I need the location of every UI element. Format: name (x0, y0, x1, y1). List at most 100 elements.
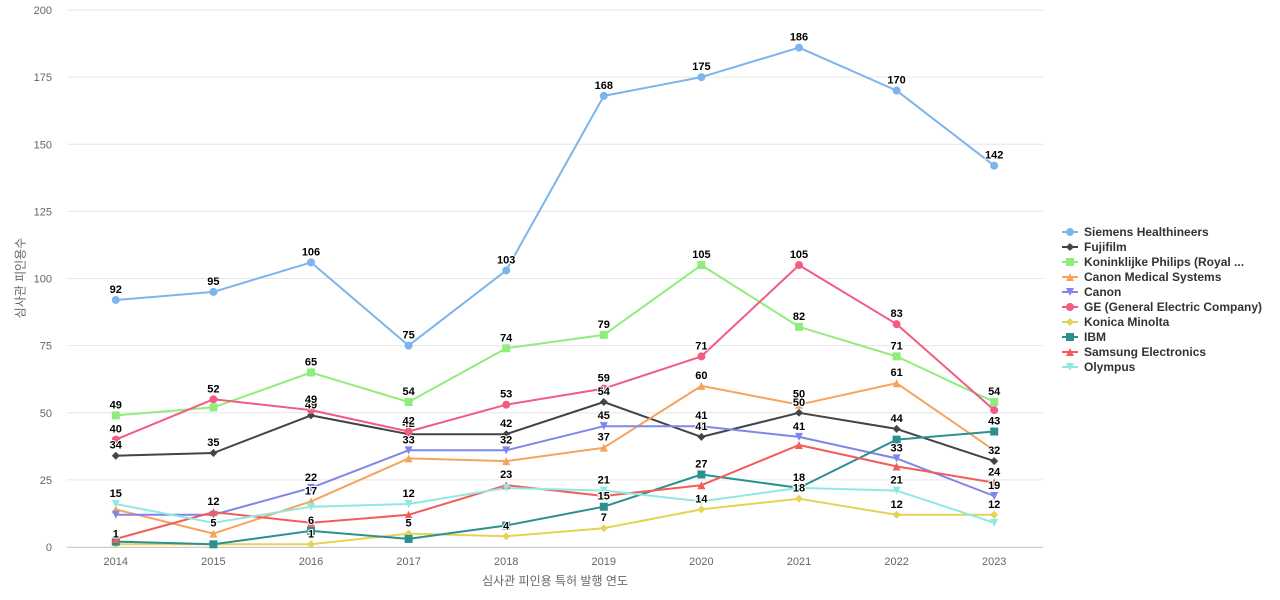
series-line (115, 486, 995, 524)
data-point (1066, 287, 1074, 296)
data-point (892, 320, 901, 329)
legend-item[interactable]: Fujifilm (1062, 239, 1262, 254)
legend-item[interactable]: Siemens Healthineers (1062, 224, 1262, 239)
data-point (697, 432, 706, 441)
x-tick-label: 2014 (104, 556, 128, 568)
data-point (599, 330, 608, 339)
legend-item[interactable]: GE (General Electric Company) (1062, 299, 1262, 314)
data-point (892, 510, 901, 519)
data-label: 37 (598, 432, 610, 444)
data-label: 105 (692, 249, 710, 261)
legend-label: Konica Minolta (1084, 314, 1170, 329)
data-point (111, 435, 120, 444)
data-label: 61 (890, 367, 902, 379)
data-label: 4 (503, 520, 510, 532)
data-label: 75 (402, 330, 414, 342)
data-point (502, 483, 511, 492)
data-point (795, 494, 803, 503)
x-tick-label: 2022 (884, 556, 908, 568)
series-line (115, 497, 995, 546)
data-label: 14 (695, 493, 708, 505)
data-label: 82 (793, 311, 805, 323)
legend-item[interactable]: Samsung Electronics (1062, 344, 1262, 359)
legend-label: IBM (1084, 329, 1106, 344)
data-point (990, 478, 999, 487)
data-point (1066, 227, 1074, 236)
data-point (307, 368, 315, 377)
data-label: 59 (598, 373, 610, 385)
data-point (990, 457, 999, 466)
data-point (795, 483, 803, 492)
data-point (307, 406, 315, 415)
data-point (990, 406, 999, 415)
data-label: 83 (890, 308, 902, 320)
data-point (892, 86, 901, 95)
data-point (795, 432, 803, 441)
series-markers (111, 43, 999, 549)
data-point (795, 261, 803, 270)
data-point (892, 454, 901, 463)
data-point (599, 524, 608, 533)
data-point (404, 398, 413, 407)
data-point (111, 534, 120, 543)
data-label: 5 (406, 518, 412, 530)
data-point (502, 266, 511, 275)
y-tick-label: 100 (34, 274, 52, 286)
data-point (307, 258, 315, 267)
legend-item[interactable]: IBM (1062, 329, 1262, 344)
legend-symbol (1062, 362, 1078, 371)
data-label: 45 (598, 410, 610, 422)
data-point (990, 491, 999, 500)
data-point (307, 483, 315, 492)
data-point (209, 403, 218, 412)
data-point (502, 446, 511, 455)
legend-label: Olympus (1084, 359, 1136, 374)
data-point (599, 384, 608, 393)
data-label: 18 (793, 472, 805, 484)
data-point (1066, 317, 1074, 326)
data-label: 105 (790, 249, 808, 261)
legend-item[interactable]: Konica Minolta (1062, 314, 1262, 329)
data-point (209, 287, 218, 296)
data-point (502, 430, 511, 439)
data-label: 71 (890, 340, 902, 352)
data-label: 41 (793, 421, 805, 433)
data-point (1066, 242, 1074, 251)
legend-item[interactable]: Olympus (1062, 359, 1262, 374)
data-point (502, 521, 511, 530)
data-point (697, 352, 706, 361)
data-point (892, 352, 901, 361)
legend-label: Canon (1084, 284, 1122, 299)
legend-item[interactable]: Canon Medical Systems (1062, 269, 1262, 284)
data-label: 44 (890, 413, 903, 425)
x-tick-label: 2021 (787, 556, 811, 568)
data-point (404, 454, 413, 463)
data-point (307, 518, 315, 527)
data-label: 50 (793, 397, 805, 409)
legend-item[interactable]: Canon (1062, 284, 1262, 299)
data-point (111, 451, 120, 460)
data-point (599, 502, 608, 511)
series-line (115, 444, 995, 540)
series-lines (115, 46, 995, 546)
data-label: 106 (302, 246, 320, 258)
y-tick-label: 25 (40, 475, 52, 487)
legend-label: Canon Medical Systems (1084, 269, 1222, 284)
x-tick-label: 2023 (982, 556, 1006, 568)
data-point (404, 510, 413, 519)
data-point (502, 344, 511, 353)
data-point (697, 422, 706, 431)
x-axis-tick-labels: 2014 2015 2016 2017 2018 2019 2020 2021 2022 2023 (104, 556, 1007, 568)
data-point (502, 400, 511, 409)
legend-label: Samsung Electronics (1084, 344, 1207, 359)
y-tick-label: 50 (40, 408, 52, 420)
data-label: 12 (402, 488, 414, 500)
data-point (697, 261, 706, 270)
legend-item[interactable]: Koninklijke Philips (Royal ... (1062, 254, 1262, 269)
legend-symbol (1062, 227, 1078, 236)
data-label: 170 (887, 75, 905, 87)
data-point (1066, 347, 1074, 356)
data-point (697, 497, 706, 506)
data-point (795, 440, 803, 449)
